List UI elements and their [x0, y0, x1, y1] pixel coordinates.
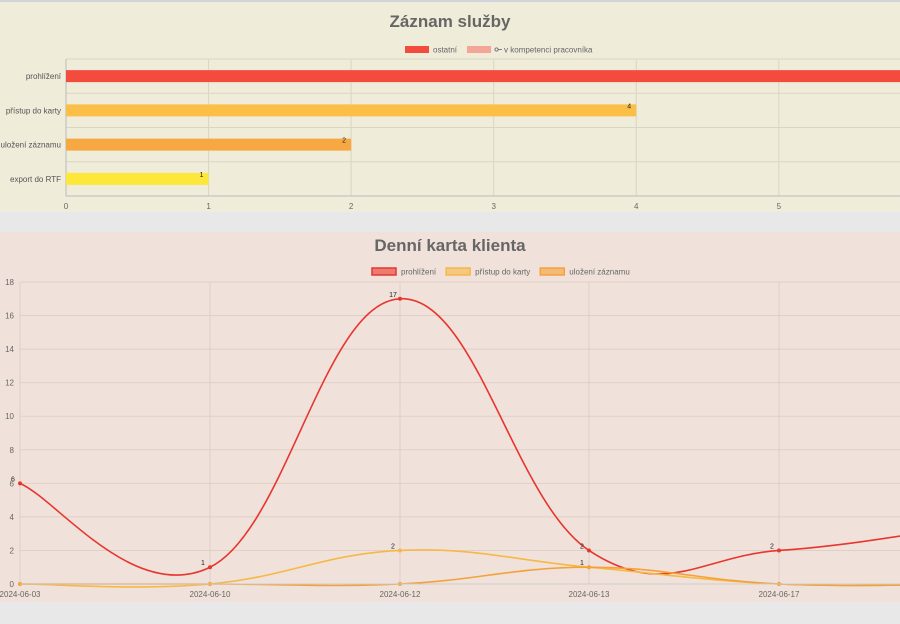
y-tick-label: 18 — [5, 278, 14, 287]
bar-1 — [66, 104, 637, 117]
y-tick-label: 6 — [10, 479, 15, 488]
y-tick-label: 16 — [5, 312, 14, 321]
y-tick-label: 12 — [5, 379, 14, 388]
series-line-0 — [19, 297, 900, 576]
category-label: přístup do karty — [6, 106, 61, 115]
y-tick-label: 10 — [5, 412, 14, 421]
x-tick-label: 2024-06-03 — [0, 590, 41, 599]
x-tick-label: 0 — [64, 202, 69, 211]
legend-label-1: v kompetenci pracovníka — [504, 46, 593, 55]
data-label: 2 — [580, 543, 584, 550]
data-label: 1 — [580, 560, 584, 567]
data-label: 1 — [201, 560, 205, 567]
data-label: 4 — [627, 103, 631, 110]
x-tick-label: 1 — [206, 202, 211, 211]
y-tick-label: 8 — [10, 446, 15, 455]
legend-swatch-1 — [445, 267, 471, 276]
y-tick-label: 0 — [10, 580, 15, 589]
data-point-0 — [587, 548, 591, 553]
y-tick-label: 4 — [10, 513, 15, 522]
legend-swatch-0 — [371, 267, 397, 276]
x-tick-label: 3 — [491, 202, 496, 211]
daily-client-card-line-chart: prohlížení přístup do karty uložení záznam… — [0, 267, 900, 599]
bar-2 — [66, 138, 352, 151]
data-label: 6 — [11, 476, 15, 483]
data-point-0 — [777, 548, 781, 553]
data-point-0 — [398, 296, 402, 301]
daily-client-card-chart-panel: Denní karta klienta prohlížení přístup do… — [0, 232, 900, 602]
x-tick-label: 2 — [349, 202, 354, 211]
legend-swatch-1 — [467, 46, 492, 53]
category-label: prohlížení — [26, 72, 62, 81]
bar-3 — [66, 172, 209, 185]
bar-0 — [66, 70, 900, 83]
series-line-2 — [19, 566, 900, 587]
service-record-chart-panel: Záznam služby ostatní v kompetenci pracov… — [0, 0, 900, 212]
data-label: 1 — [200, 172, 204, 179]
data-label: 2 — [770, 543, 774, 550]
chart-title: Denní karta klienta — [374, 236, 526, 255]
data-label: 2 — [391, 543, 395, 550]
x-tick-label: 2024-06-17 — [759, 590, 800, 599]
x-tick-label: 5 — [777, 202, 782, 211]
legend-label-0: ostatní — [433, 46, 458, 55]
chart-title: Záznam služby — [389, 12, 511, 31]
series-line-1 — [19, 549, 900, 588]
data-point-2 — [587, 565, 591, 570]
legend-swatch-0 — [405, 46, 429, 53]
category-label: uložení záznamu — [1, 141, 61, 150]
data-point-0 — [208, 565, 212, 570]
x-tick-label: 2024-06-13 — [569, 590, 610, 599]
service-record-bar-chart: ostatní v kompetenci pracovníka 0 1 2 3 4 5 proh… — [1, 46, 900, 211]
data-point-0 — [18, 481, 22, 486]
data-label: 17 — [389, 292, 397, 299]
x-tick-label: 2024-06-12 — [380, 590, 421, 599]
x-tick-label: 4 — [634, 202, 639, 211]
key-icon — [494, 47, 503, 52]
category-label: export do RTF — [10, 175, 61, 184]
data-label: 2 — [342, 138, 346, 145]
legend-label-1: přístup do karty — [475, 268, 530, 277]
legend-label-2: uložení záznamu — [569, 268, 629, 277]
legend-swatch-2 — [539, 267, 566, 276]
data-point-1 — [398, 548, 402, 553]
y-tick-label: 14 — [5, 345, 14, 354]
y-tick-label: 2 — [10, 546, 15, 555]
x-tick-label: 2024-06-10 — [190, 590, 231, 599]
legend-label-0: prohlížení — [401, 268, 437, 277]
